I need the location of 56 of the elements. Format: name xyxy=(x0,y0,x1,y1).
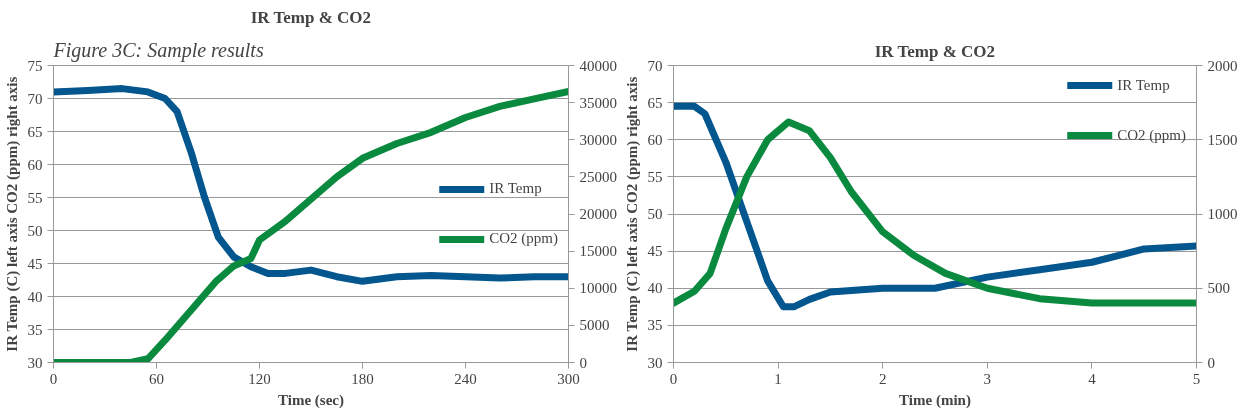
y-tick-label: 50 xyxy=(647,206,663,222)
y2-tick-label: 25000 xyxy=(579,168,617,185)
x-tick-label: 2 xyxy=(878,370,887,387)
y-tick-label: 65 xyxy=(647,94,663,111)
y-tick-label: 75 xyxy=(27,57,43,74)
y2-tick-label: 1000 xyxy=(1207,206,1238,222)
y-tick-label: 50 xyxy=(27,222,43,239)
y2-tick-label: 2000 xyxy=(1207,57,1238,74)
y2-tick-label: 40000 xyxy=(579,57,617,74)
x-tick-label: 0 xyxy=(669,370,678,387)
legend-label: IR Temp xyxy=(1117,76,1170,94)
x-axis-title: Time (sec) xyxy=(278,391,344,409)
y2-tick-label: 10000 xyxy=(579,280,617,297)
y-tick-label: 45 xyxy=(27,255,43,272)
y2-tick-label: 20000 xyxy=(579,206,617,222)
x-tick-label: 0 xyxy=(49,370,58,387)
x-tick-label: 300 xyxy=(557,370,580,387)
y-tick-label: 30 xyxy=(647,354,663,371)
y2-tick-label: 0 xyxy=(1207,354,1215,371)
y-tick-label: 70 xyxy=(647,57,663,74)
y2-tick-label: 15000 xyxy=(579,243,617,260)
x-tick-label: 180 xyxy=(351,370,374,387)
y-axis-title: IR Temp (C) left axis CO2 (ppm) right axis xyxy=(623,76,641,352)
y2-tick-label: 30000 xyxy=(579,131,617,148)
y2-tick-label: 0 xyxy=(579,354,587,371)
chart-title: IR Temp & CO2 xyxy=(250,7,372,27)
y-tick-label: 45 xyxy=(647,243,663,260)
y2-tick-label: 1500 xyxy=(1207,131,1238,148)
y-tick-label: 55 xyxy=(647,168,663,185)
y-tick-label: 35 xyxy=(647,317,663,334)
y2-tick-label: 35000 xyxy=(579,94,617,111)
x-tick-label: 3 xyxy=(983,370,992,387)
caption: Figure 3C: Sample results xyxy=(52,38,264,62)
x-tick-label: 240 xyxy=(454,370,477,387)
y-tick-label: 55 xyxy=(27,189,43,206)
y-tick-label: 70 xyxy=(27,90,43,107)
x-tick-label: 1 xyxy=(774,370,782,387)
chart-title: IR Temp & CO2 xyxy=(874,41,996,61)
x-axis-title: Time (min) xyxy=(899,391,971,409)
y-tick-label: 60 xyxy=(647,131,663,148)
y2-tick-label: 500 xyxy=(1207,280,1230,297)
legend-label: CO2 (ppm) xyxy=(489,230,558,247)
y2-tick-label: 5000 xyxy=(579,317,610,334)
x-tick-label: 4 xyxy=(1088,370,1097,387)
x-tick-label: 60 xyxy=(149,370,164,387)
y-axis-title: IR Temp (C) left axis CO2 (ppm) right axis xyxy=(3,76,21,352)
y-tick-label: 65 xyxy=(27,123,43,140)
legend-label: CO2 (ppm) xyxy=(1117,126,1186,144)
y-tick-label: 40 xyxy=(647,280,663,297)
y-tick-label: 30 xyxy=(27,354,43,371)
y-tick-label: 35 xyxy=(27,321,43,338)
x-tick-label: 120 xyxy=(248,370,271,387)
x-tick-label: 5 xyxy=(1192,370,1201,387)
y-tick-label: 60 xyxy=(27,156,43,173)
legend-label: IR Temp xyxy=(489,180,542,197)
y-tick-label: 40 xyxy=(27,288,43,305)
